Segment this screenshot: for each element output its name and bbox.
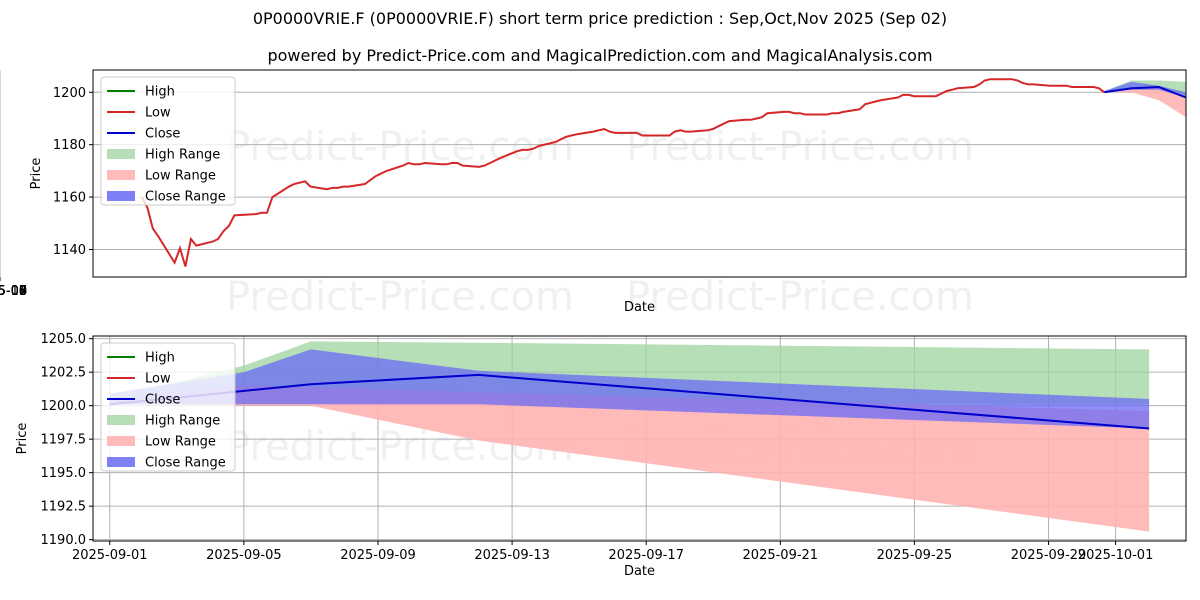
top-xtick-label-6: 2025-10 xyxy=(0,284,27,299)
bottom-xtick-label-7: 2025-09-29 xyxy=(1011,548,1087,563)
top-xtick-label-0: 2025-04 xyxy=(0,284,27,299)
top-legend-label-1: Low xyxy=(145,106,171,121)
bottom-xtick-label-3: 2025-09-13 xyxy=(474,548,550,563)
bottom-xtick-label-6: 2025-09-25 xyxy=(877,548,953,563)
top-ylabel: Price xyxy=(29,158,44,190)
top-xlabel: Date xyxy=(624,300,655,315)
top-low-line xyxy=(141,78,1105,267)
bottom-legend-label-3: High Range xyxy=(145,414,220,429)
watermark-3: Predict-Price.com xyxy=(626,274,974,320)
bottom-ytick-label-1: 1192.5 xyxy=(41,500,87,515)
chart-title: 0P0000VRIE.F (0P0000VRIE.F) short term p… xyxy=(252,9,948,28)
top-legend-swatch-3 xyxy=(107,149,135,159)
top-xtick-label-5: 2025-09 xyxy=(0,284,27,299)
bottom-xlabel: Date xyxy=(624,564,655,579)
top-legend-label-4: Low Range xyxy=(145,169,216,184)
bottom-legend-swatch-3 xyxy=(107,415,135,425)
bottom-xtick-label-5: 2025-09-21 xyxy=(743,548,819,563)
bottom-legend-label-5: Close Range xyxy=(145,456,226,471)
top-xtick-label-4: 2025-08 xyxy=(0,284,27,299)
bottom-ytick-label-6: 1205.0 xyxy=(41,332,87,347)
top-close-range-band xyxy=(1104,81,1186,98)
top-close-line xyxy=(1104,85,1187,99)
bottom-chart-panel: 2025-09-01 2025-09-05 2025-09-09 2025-09-13… xyxy=(15,332,1187,579)
top-ytick-label-0: 1140 xyxy=(53,243,86,258)
top-ytick-label-2: 1180 xyxy=(53,138,86,153)
top-low-range-band xyxy=(1104,87,1186,118)
top-xtick-label-2: 2025-06 xyxy=(0,284,27,299)
bottom-xtick-label-8: 2025-10-01 xyxy=(1078,548,1154,563)
bottom-legend-label-1: Low xyxy=(145,372,171,387)
bottom-legend-label-0: High xyxy=(145,351,175,366)
bottom-ylabel: Price xyxy=(15,423,30,455)
top-legend-swatch-5 xyxy=(107,191,135,201)
top-legend-label-3: High Range xyxy=(145,148,220,163)
top-ytick-label-3: 1200 xyxy=(53,86,86,101)
top-chart-panel: 2025-042025-052025-062025-072025-082025-… xyxy=(0,69,1187,315)
bottom-legend-swatch-4 xyxy=(107,436,135,446)
bottom-ytick-label-5: 1202.5 xyxy=(41,366,87,381)
bottom-axes-frame xyxy=(92,335,1187,542)
watermark-2: Predict-Price.com xyxy=(226,274,574,320)
bottom-ytick-label-4: 1200.0 xyxy=(41,399,87,414)
bottom-legend-swatch-5 xyxy=(107,457,135,467)
top-legend-label-0: High xyxy=(145,85,175,100)
bottom-legend-label-4: Low Range xyxy=(145,435,216,450)
bottom-low-range-band xyxy=(109,385,1150,532)
top-legend-label-2: Close xyxy=(145,127,180,142)
bottom-xtick-label-4: 2025-09-17 xyxy=(608,548,684,563)
bottom-ytick-label-0: 1190.0 xyxy=(41,533,87,548)
top-xtick-label-1: 2025-05 xyxy=(0,284,27,299)
top-legend-label-5: Close Range xyxy=(145,190,226,205)
top-legend-swatch-4 xyxy=(107,170,135,180)
bottom-legend-label-2: Close xyxy=(145,393,180,408)
bottom-ytick-label-3: 1197.5 xyxy=(41,433,87,448)
bottom-xtick-label-2: 2025-09-09 xyxy=(340,548,416,563)
watermark-0: Predict-Price.com xyxy=(226,124,574,170)
top-ytick-label-1: 1160 xyxy=(53,191,86,206)
bottom-xtick-label-1: 2025-09-05 xyxy=(206,548,282,563)
top-xtick-label-3: 2025-07 xyxy=(0,284,27,299)
bottom-xtick-label-0: 2025-09-01 xyxy=(72,548,148,563)
bottom-ytick-label-2: 1195.0 xyxy=(41,466,87,481)
chart-subtitle: powered by Predict-Price.com and Magical… xyxy=(267,46,933,65)
top-axes-frame xyxy=(92,69,1187,278)
